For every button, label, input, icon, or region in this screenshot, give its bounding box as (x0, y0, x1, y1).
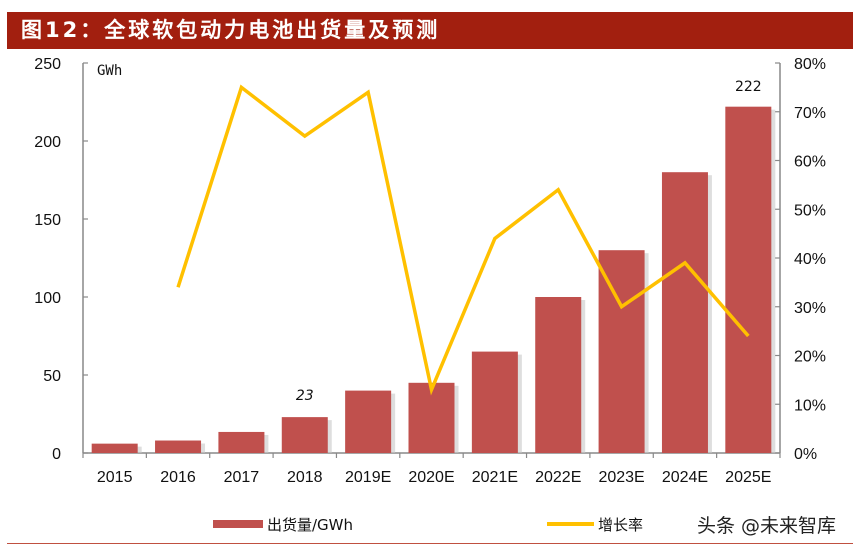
left-tick-label: 0 (52, 446, 61, 463)
legend-swatch-bar (213, 520, 263, 528)
x-tick-label: 2021E (472, 469, 518, 486)
right-tick-label: 20% (794, 349, 826, 366)
bar (471, 351, 518, 453)
watermark: 头条 @未来智库 (697, 515, 837, 537)
x-tick-label: 2022E (535, 469, 581, 486)
bar (155, 440, 202, 453)
bar (91, 443, 138, 453)
bar (535, 297, 582, 453)
legend-label-growth: 增长率 (598, 516, 643, 534)
right-tick-label: 70% (794, 105, 826, 122)
bar (218, 431, 265, 453)
growth-rate-line (176, 84, 750, 396)
left-tick-label: 250 (34, 56, 61, 73)
data-label: 222 (735, 79, 762, 95)
x-tick-label: 2017 (224, 469, 260, 486)
right-tick-label: 60% (794, 154, 826, 171)
x-tick-label: 2023E (598, 469, 644, 486)
bar (725, 106, 772, 454)
data-label: 23 (296, 388, 314, 404)
bar (661, 172, 708, 453)
left-tick-label: 200 (34, 134, 61, 151)
legend-label-shipments: 出货量/GWh (267, 516, 353, 534)
right-tick-label: 30% (794, 300, 826, 317)
bar (345, 390, 392, 453)
bar (281, 417, 328, 453)
y-axis-unit: GWh (97, 63, 122, 79)
x-tick-label: 2019E (345, 469, 391, 486)
x-tick-label: 2015 (97, 469, 133, 486)
right-tick-label: 50% (794, 202, 826, 219)
left-tick-label: 50 (43, 368, 61, 385)
bar (598, 250, 645, 453)
right-tick-label: 0% (794, 446, 817, 463)
x-tick-label: 2018 (287, 469, 323, 486)
bar (408, 382, 455, 453)
bottom-divider (7, 543, 853, 544)
right-tick-label: 10% (794, 397, 826, 414)
title-bar: 图12：全球软包动力电池出货量及预测 (7, 12, 853, 49)
chart-title: 图12：全球软包动力电池出货量及预测 (21, 18, 441, 42)
right-tick-label: 40% (794, 251, 826, 268)
x-tick-label: 2020E (408, 469, 454, 486)
x-tick-label: 2024E (662, 469, 708, 486)
left-tick-label: 100 (34, 290, 61, 307)
right-tick-label: 80% (794, 56, 826, 73)
x-tick-label: 2025E (725, 469, 771, 486)
x-tick-label: 2016 (160, 469, 196, 486)
left-tick-label: 150 (34, 212, 61, 229)
